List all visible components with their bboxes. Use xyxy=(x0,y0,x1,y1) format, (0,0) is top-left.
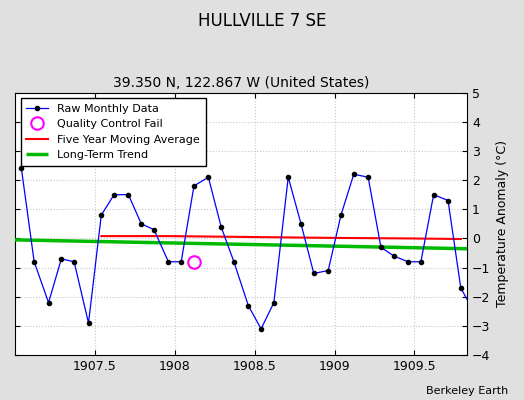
Raw Monthly Data xyxy=(405,259,411,264)
Five Year Moving Average xyxy=(405,236,411,241)
Quality Control Fail xyxy=(191,259,197,264)
Five Year Moving Average xyxy=(165,234,171,238)
Raw Monthly Data xyxy=(498,207,504,212)
Quality Control Fail xyxy=(485,207,491,212)
Raw Monthly Data xyxy=(311,271,317,276)
Raw Monthly Data xyxy=(46,300,52,305)
Raw Monthly Data xyxy=(58,256,64,261)
Raw Monthly Data xyxy=(18,166,25,171)
Raw Monthly Data xyxy=(457,286,464,290)
Raw Monthly Data xyxy=(85,321,92,326)
Five Year Moving Average xyxy=(98,234,104,238)
Legend: Raw Monthly Data, Quality Control Fail, Five Year Moving Average, Long-Term Tren: Raw Monthly Data, Quality Control Fail, … xyxy=(20,98,205,166)
Raw Monthly Data xyxy=(151,227,157,232)
Raw Monthly Data xyxy=(205,175,212,180)
Raw Monthly Data xyxy=(298,222,304,226)
Text: HULLVILLE 7 SE: HULLVILLE 7 SE xyxy=(198,12,326,30)
Raw Monthly Data xyxy=(325,268,331,273)
Raw Monthly Data xyxy=(258,326,264,331)
Raw Monthly Data xyxy=(485,262,491,267)
Raw Monthly Data xyxy=(218,224,224,229)
Raw Monthly Data xyxy=(98,213,104,218)
Raw Monthly Data xyxy=(191,184,197,188)
Raw Monthly Data xyxy=(178,259,184,264)
Five Year Moving Average xyxy=(325,236,331,240)
Line: Raw Monthly Data: Raw Monthly Data xyxy=(19,166,503,331)
Raw Monthly Data xyxy=(418,259,424,264)
Raw Monthly Data xyxy=(138,222,145,226)
Title: 39.350 N, 122.867 W (United States): 39.350 N, 122.867 W (United States) xyxy=(113,76,369,90)
Y-axis label: Temperature Anomaly (°C): Temperature Anomaly (°C) xyxy=(496,140,509,307)
Raw Monthly Data xyxy=(125,192,132,197)
Raw Monthly Data xyxy=(245,303,252,308)
Raw Monthly Data xyxy=(231,259,237,264)
Raw Monthly Data xyxy=(271,300,277,305)
Raw Monthly Data xyxy=(285,175,291,180)
Raw Monthly Data xyxy=(431,192,437,197)
Raw Monthly Data xyxy=(390,254,397,258)
Five Year Moving Average xyxy=(245,234,252,239)
Raw Monthly Data xyxy=(31,259,37,264)
Five Year Moving Average xyxy=(457,237,464,242)
Raw Monthly Data xyxy=(365,175,372,180)
Line: Five Year Moving Average: Five Year Moving Average xyxy=(101,236,461,239)
Raw Monthly Data xyxy=(445,198,451,203)
Line: Quality Control Fail: Quality Control Fail xyxy=(188,203,494,268)
Raw Monthly Data xyxy=(351,172,357,177)
Text: Berkeley Earth: Berkeley Earth xyxy=(426,386,508,396)
Raw Monthly Data xyxy=(338,213,344,218)
Raw Monthly Data xyxy=(111,192,117,197)
Raw Monthly Data xyxy=(71,259,77,264)
Raw Monthly Data xyxy=(378,245,384,250)
Raw Monthly Data xyxy=(165,259,171,264)
Raw Monthly Data xyxy=(471,309,477,314)
